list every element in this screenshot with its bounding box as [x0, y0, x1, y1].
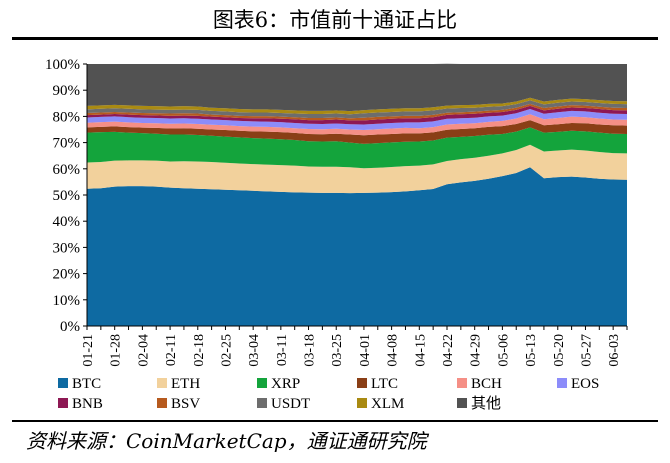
- y-tick-label: 40%: [53, 214, 81, 230]
- legend-swatch-btc: [58, 378, 68, 388]
- y-tick-label: 90%: [53, 83, 81, 99]
- y-tick-label: 70%: [53, 136, 81, 152]
- area-ltc: [87, 120, 627, 144]
- legend-label-bsv: BSV: [171, 396, 200, 412]
- legend-label-bch: BCH: [471, 376, 502, 392]
- area-xrp: [87, 127, 627, 169]
- y-tick-label: 30%: [53, 240, 81, 256]
- area-btc: [87, 167, 627, 326]
- legend-label-usdt: USDT: [271, 396, 310, 412]
- legend-label-xlm: XLM: [371, 396, 404, 412]
- y-tick-label: 100%: [45, 57, 80, 73]
- axes: 0% 10% 20% 30% 40% 50% 60% 70% 80% 90% 100% 01-21 01…: [45, 57, 628, 367]
- legend-swatch-bsv: [157, 398, 167, 408]
- area-eth: [87, 144, 627, 194]
- y-tick-label: 60%: [53, 162, 81, 178]
- area-bch: [87, 114, 627, 136]
- x-tick-label: 02-18: [192, 334, 207, 367]
- y-tick-label: 50%: [53, 188, 81, 204]
- y-tick-label: 20%: [53, 267, 81, 283]
- figure-title: 图表6：市值前十通证占比: [212, 8, 458, 32]
- area-other: [87, 63, 627, 112]
- x-tick-label: 02-25: [219, 334, 234, 367]
- legend-swatch-eth: [157, 378, 167, 388]
- source-rule: [12, 420, 658, 422]
- area-bsv: [87, 103, 627, 121]
- legend-swatch-other: [457, 398, 467, 408]
- x-tick-label: 02-11: [164, 334, 179, 366]
- legend-swatch-bnb: [58, 398, 68, 408]
- legend-swatch-xlm: [357, 398, 367, 408]
- x-tick-label: 01-21: [81, 334, 96, 367]
- legend-label-eth: ETH: [171, 376, 200, 392]
- x-tick-label: 04-08: [386, 334, 401, 367]
- legend-swatch-xrp: [257, 378, 267, 388]
- title-rule: [12, 37, 658, 40]
- legend-swatch-eos: [557, 378, 567, 388]
- legend-label-ltc: LTC: [371, 376, 398, 392]
- area-bnb: [87, 105, 627, 125]
- x-tick-label: 05-27: [579, 334, 594, 367]
- x-tick-label: 03-11: [275, 334, 290, 366]
- x-tick-label: 03-25: [330, 334, 345, 367]
- x-tick-label: 04-01: [358, 334, 373, 367]
- x-tick-label: 02-04: [136, 334, 151, 367]
- x-tick-label: 03-04: [247, 334, 262, 367]
- x-tick-label: 05-06: [496, 334, 511, 367]
- y-tick-label: 80%: [53, 109, 81, 125]
- legend-swatch-bch: [457, 378, 467, 388]
- x-tick-label: 06-03: [607, 334, 622, 367]
- legend-label-eos: EOS: [571, 376, 599, 392]
- legend-swatch-ltc: [357, 378, 367, 388]
- area-usdt: [87, 100, 627, 119]
- legend-label-other: 其他: [471, 395, 501, 412]
- legend-swatch-usdt: [257, 398, 267, 408]
- y-tick-label: 0%: [60, 319, 80, 335]
- x-tick-label: 05-13: [524, 334, 539, 367]
- source-note: 资料来源：CoinMarketCap，通证通研究院: [26, 429, 427, 453]
- x-tick-label: 04-22: [441, 334, 456, 367]
- area-xlm: [87, 97, 627, 115]
- x-tick-label: 05-20: [552, 334, 567, 367]
- y-tick-label: 10%: [53, 293, 81, 309]
- x-tick-label: 04-15: [413, 334, 428, 367]
- legend-label-bnb: BNB: [72, 396, 103, 412]
- legend-label-xrp: XRP: [271, 376, 300, 392]
- x-tick-label: 03-18: [303, 334, 318, 367]
- area-eos: [87, 109, 627, 131]
- legend: BTC ETH XRP LTC BCH EOS BNB BSV USDT XLM 其他: [58, 376, 599, 412]
- x-tick-label: 04-29: [469, 334, 484, 367]
- plot-area-layers: [87, 63, 627, 326]
- x-tick-label: 01-28: [109, 334, 124, 367]
- legend-label-btc: BTC: [72, 376, 101, 392]
